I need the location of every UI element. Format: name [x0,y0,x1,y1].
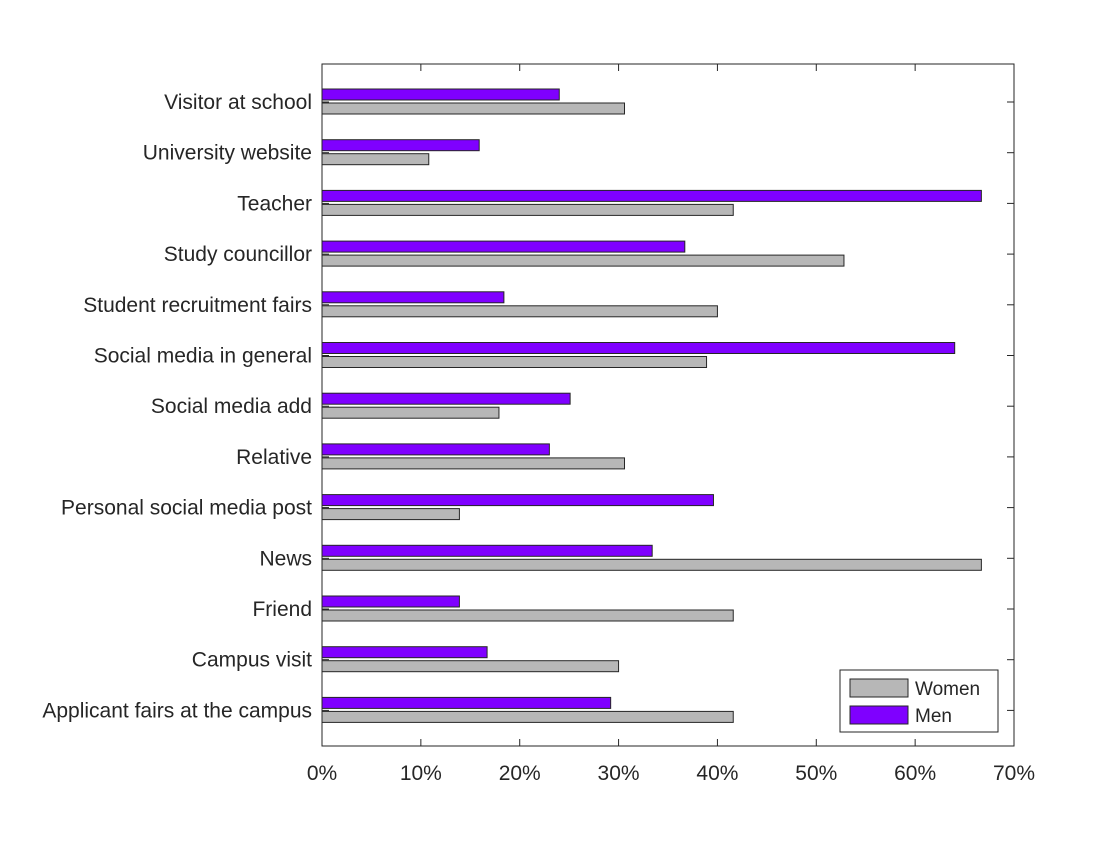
bar-men-university-website [321,139,480,152]
bar-women-news [321,558,982,571]
bar-women-personal-social-media-post [321,508,460,521]
bar-men-social-media-add [321,392,571,405]
y-tick-label: Study councillor [164,243,312,266]
bar-women-study-councillor [321,254,845,267]
x-tick-label: 10% [400,762,442,785]
y-tick-label: Student recruitment fairs [83,294,312,317]
bar-women-teacher [321,203,734,216]
legend: Women Men [839,669,999,733]
bar-women-visitor-at-school [321,102,626,115]
legend-swatch-men [849,705,909,725]
bar-women-social-media-in-general [321,356,708,368]
x-tick-label: 60% [894,762,936,785]
bar-men-teacher [321,189,982,202]
y-axis: Visitor at school University website Teach… [42,91,1014,722]
legend-swatch-women [849,678,909,698]
y-tick-label: Visitor at school [164,91,312,114]
x-tick-label: 20% [499,762,541,785]
bar-men-friend [321,595,460,608]
legend-label-women: Women [915,679,980,700]
bar-men-applicant-fairs-at-the-campus [321,696,612,709]
bar-women-applicant-fairs-at-the-campus [321,710,734,723]
x-tick-label: 40% [696,762,738,785]
y-tick-label: Campus visit [192,649,312,672]
y-tick-label: Teacher [237,192,312,215]
legend-label-men: Men [915,706,952,727]
bar-men-news [321,544,653,557]
y-tick-label: News [259,547,312,570]
bar-women-campus-visit [321,660,620,673]
y-tick-label: Applicant fairs at the campus [42,699,312,722]
bar-women-social-media-add [321,406,500,419]
y-tick-label: University website [143,142,312,165]
bar-women-relative [321,457,626,470]
y-tick-label: Social media add [151,395,312,418]
bars-group [321,88,982,723]
bar-men-study-councillor [321,240,686,253]
x-tick-label: 70% [993,762,1035,785]
y-tick-label: Friend [252,598,312,621]
bar-men-visitor-at-school [321,88,560,101]
bar-men-campus-visit [321,646,488,659]
x-tick-label: 50% [795,762,837,785]
bar-men-social-media-in-general [321,342,956,354]
plot-area [321,63,1015,747]
y-tick-label: Personal social media post [61,497,312,520]
bar-women-friend [321,609,734,622]
x-tick-label: 0% [307,762,337,785]
bar-men-student-recruitment-fairs [321,291,505,304]
bar-women-student-recruitment-fairs [321,305,718,318]
bar-men-relative [321,443,550,456]
x-tick-label: 30% [598,762,640,785]
bar-women-university-website [321,153,430,166]
y-tick-label: Relative [236,446,312,469]
y-tick-label: Social media in general [94,345,312,368]
x-axis: 0% 10% 20% 30% 40% 50% 60% 70% [307,64,1035,785]
bar-men-personal-social-media-post [321,494,714,507]
